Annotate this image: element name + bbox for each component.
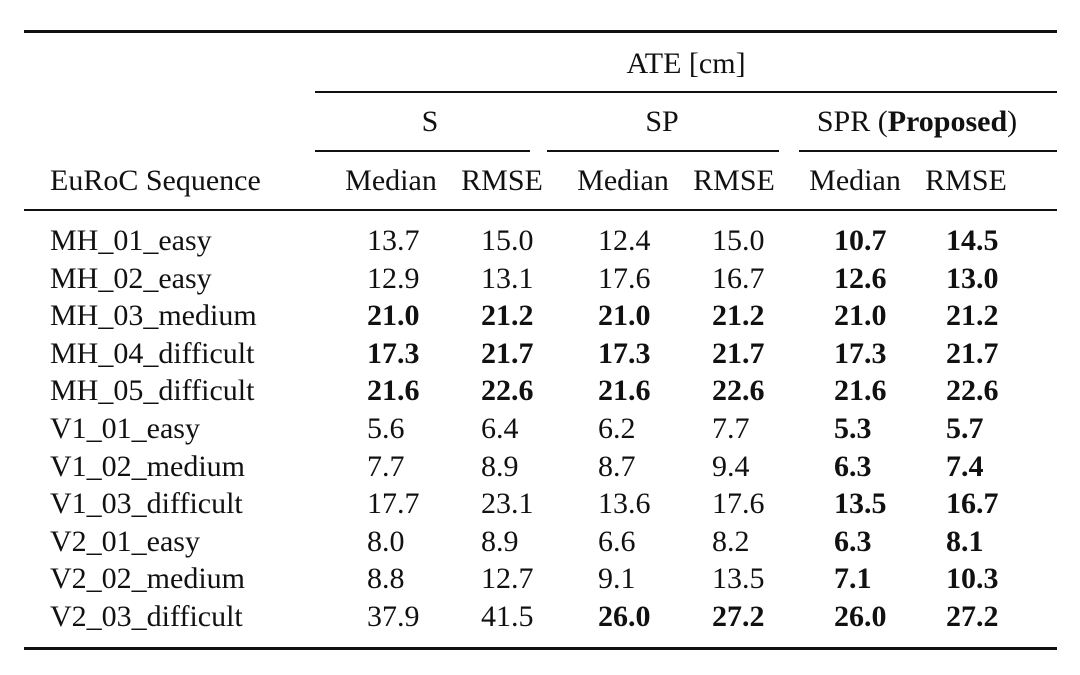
table-cell: 5.3	[834, 412, 872, 445]
method-header-spr: SPR (Proposed)	[816, 105, 1018, 138]
table-cell: 21.0	[834, 299, 887, 333]
table-cell: 12.7	[481, 562, 534, 596]
table-cell: 17.3	[367, 336, 420, 370]
table-cell: 17.3	[834, 336, 887, 370]
header-rule	[24, 209, 1057, 211]
table-cell: 6.3	[834, 449, 872, 483]
table-cell: 17.3	[598, 336, 651, 370]
table-cell: 13.7	[367, 224, 420, 257]
sequence-label: MH_01_easy	[50, 224, 212, 257]
table-cell: 21.0	[367, 299, 420, 333]
group-header-ate: ATE [cm]	[626, 47, 746, 80]
table-cell: 13.5	[834, 487, 887, 521]
sequence-label: V1_02_medium	[50, 449, 245, 483]
bottom-rule	[24, 647, 1057, 650]
sequence-label: V1_03_difficult	[50, 487, 243, 521]
table-cell: 26.0	[834, 600, 887, 633]
col-header-sp-rmse: RMSE	[693, 164, 775, 197]
table-cell: 14.5	[946, 224, 999, 257]
table-cell: 21.6	[598, 374, 651, 408]
col-header-spr-median: Median	[809, 164, 901, 197]
table-cell: 21.6	[834, 374, 887, 408]
group-cmidrule	[315, 91, 1057, 93]
table-cell: 22.6	[712, 374, 765, 408]
table-cell: 21.6	[367, 374, 420, 408]
table-cell: 21.0	[598, 299, 651, 333]
table-cell: 21.2	[946, 299, 999, 333]
table-cell: 7.4	[946, 449, 984, 483]
table-cell: 13.6	[598, 487, 651, 521]
table-cell: 21.2	[712, 299, 765, 333]
table-cell: 6.3	[834, 524, 872, 558]
table-cell: 13.5	[712, 562, 765, 596]
proposed-label: Proposed	[887, 105, 1008, 138]
sequence-label: MH_02_easy	[50, 261, 212, 295]
table-cell: 23.1	[481, 487, 534, 521]
table-cell: 12.9	[367, 261, 420, 295]
sequence-label: MH_04_difficult	[50, 336, 255, 370]
table-cell: 21.7	[712, 336, 765, 370]
table-cell: 5.6	[367, 412, 405, 445]
table-cell: 15.0	[712, 224, 765, 257]
table-cell: 16.7	[712, 261, 765, 295]
table-cell: 8.2	[712, 524, 750, 558]
method-cmidrule-spr	[799, 150, 1057, 152]
sequence-label: V2_01_easy	[50, 524, 200, 558]
col-header-spr-rmse: RMSE	[925, 164, 1007, 197]
table-cell: 8.9	[481, 524, 519, 558]
table-cell: 8.9	[481, 449, 519, 483]
table-cell: 37.9	[367, 600, 420, 633]
method-cmidrule-sp	[547, 150, 779, 152]
table-cell: 6.2	[598, 412, 636, 445]
sequence-label: V2_02_medium	[50, 562, 245, 596]
table-cell: 22.6	[946, 374, 999, 408]
table-cell: 8.1	[946, 524, 984, 558]
sequence-label: V2_03_difficult	[50, 600, 243, 633]
table-cell: 26.0	[598, 600, 651, 633]
table-cell: 9.1	[598, 562, 636, 596]
table-cell: 21.7	[481, 336, 534, 370]
table-cell: 7.7	[367, 449, 405, 483]
table-cell: 7.7	[712, 412, 750, 445]
table-cell: 17.6	[712, 487, 765, 521]
method-header-sp: SP	[645, 105, 679, 138]
table-cell: 27.2	[712, 600, 765, 633]
table-cell: 8.7	[598, 449, 636, 483]
table-cell: 27.2	[946, 600, 999, 633]
table-cell: 17.7	[367, 487, 420, 521]
table-cell: 8.8	[367, 562, 405, 596]
sequence-label: MH_05_difficult	[50, 374, 255, 408]
table-cell: 8.0	[367, 524, 405, 558]
table-cell: 13.0	[946, 261, 999, 295]
method-header-s: S	[421, 105, 439, 138]
col-header-s-rmse: RMSE	[461, 164, 543, 197]
table-cell: 7.1	[834, 562, 872, 596]
sequence-label: V1_01_easy	[50, 412, 200, 445]
table-cell: 6.4	[481, 412, 519, 445]
col-header-sp-median: Median	[577, 164, 669, 197]
table-cell: 10.7	[834, 224, 887, 257]
table-cell: 9.4	[712, 449, 750, 483]
table-cell: 10.3	[946, 562, 999, 596]
table-cell: 12.4	[598, 224, 651, 257]
sequence-label: MH_03_medium	[50, 299, 257, 333]
table-cell: 13.1	[481, 261, 534, 295]
table-cell: 21.7	[946, 336, 999, 370]
table-cell: 5.7	[946, 412, 984, 445]
table-cell: 15.0	[481, 224, 534, 257]
method-cmidrule-s	[315, 150, 530, 152]
table-cell: 21.2	[481, 299, 534, 333]
table-cell: 17.6	[598, 261, 651, 295]
row-header-sequence: EuRoC Sequence	[50, 164, 261, 197]
table-cell: 12.6	[834, 261, 887, 295]
table-cell: 41.5	[481, 600, 534, 633]
table-cell: 6.6	[598, 524, 636, 558]
table-cell: 16.7	[946, 487, 999, 521]
top-rule	[24, 30, 1057, 33]
col-header-s-median: Median	[345, 164, 437, 197]
table-cell: 22.6	[481, 374, 534, 408]
